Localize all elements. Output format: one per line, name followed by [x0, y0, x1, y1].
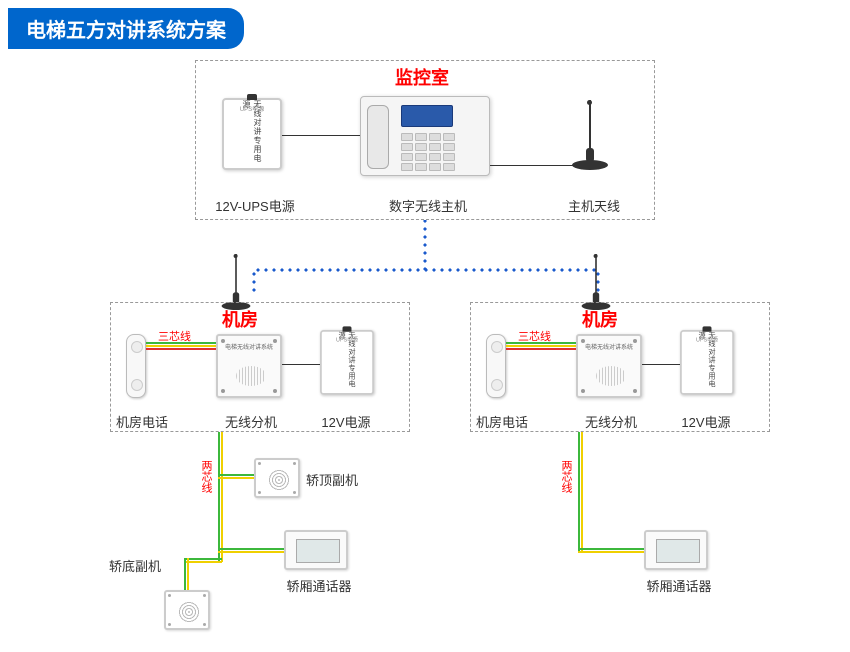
sub-unit-text-left: 电梯无线对讲系统: [218, 336, 280, 351]
sub-unit-right: 电梯无线对讲系统: [576, 334, 642, 398]
sub-unit-label-right: 无线分机: [578, 412, 644, 431]
room-phone-right: [486, 334, 506, 398]
wire-sub-pow-left: [282, 364, 320, 365]
bottom-aux-label-left: 轿底副机: [100, 556, 170, 575]
wire-2core-right-v: [578, 432, 584, 552]
wire-2core-right-h: [578, 548, 644, 554]
wire-2core-left-v: [218, 432, 224, 562]
wire-host-ant: [490, 165, 575, 166]
power-label-right: 12V电源: [676, 412, 736, 431]
wire-2core-left-top-h: [218, 474, 254, 480]
car-talker-label-left: 轿厢通话器: [284, 576, 354, 595]
wire-2core-left-bot-h: [186, 558, 222, 564]
wire-ups-host: [282, 135, 360, 136]
machine-room-label-right: 机房: [582, 306, 618, 332]
title-bar: 电梯五方对讲系统方案: [8, 8, 244, 49]
power-left: UPS电源 无线对讲专用电源: [320, 330, 374, 395]
power-right: UPS电源 无线对讲专用电源: [680, 330, 734, 395]
car-talker-left: [284, 530, 348, 570]
host-antenna-label: 主机天线: [554, 196, 634, 215]
wire-sub-pow-right: [642, 364, 680, 365]
wire-2core-left-bot-v: [184, 558, 190, 592]
top-aux-left: [254, 458, 300, 498]
room-phone-left: [126, 334, 146, 398]
host-handset: [367, 105, 389, 169]
room-phone-label-right: 机房电话: [472, 412, 532, 431]
sub-unit-label-left: 无线分机: [218, 412, 284, 431]
blue-dotted-split: [252, 268, 600, 272]
host-screen: [401, 105, 453, 127]
monitor-room-label: 监控室: [395, 64, 449, 90]
power-label-left: 12V电源: [316, 412, 376, 431]
two-core-label-left: 两芯线: [198, 460, 214, 493]
room-phone-label-left: 机房电话: [112, 412, 172, 431]
sub-unit-text-right: 电梯无线对讲系统: [578, 336, 640, 351]
car-talker-right: [644, 530, 708, 570]
wire-3core-left: [146, 342, 216, 350]
ups-brand-right: UPS电源: [696, 335, 718, 343]
wire-3core-right: [506, 342, 576, 350]
top-aux-label-left: 轿顶副机: [306, 470, 376, 489]
car-talker-label-right: 轿厢通话器: [644, 576, 714, 595]
ups-monitor: UPS电源 无线对讲专用电源: [222, 98, 282, 170]
blue-dotted-left: [252, 268, 256, 296]
host-keypad: [401, 133, 455, 171]
machine-room-label-left: 机房: [222, 306, 258, 332]
two-core-label-right: 两芯线: [558, 460, 574, 493]
blue-dotted-down: [423, 220, 427, 270]
wire-2core-left-mid-h: [218, 548, 284, 554]
ups-brand-text: UPS电源: [240, 104, 264, 113]
ups-monitor-label: 12V-UPS电源: [210, 196, 300, 215]
host-antenna: [570, 100, 610, 170]
sub-unit-left: 电梯无线对讲系统: [216, 334, 282, 398]
host-label: 数字无线主机: [378, 196, 478, 215]
bottom-aux-left: [164, 590, 210, 630]
digital-host: [360, 96, 490, 176]
ups-brand-left: UPS电源: [336, 335, 358, 343]
